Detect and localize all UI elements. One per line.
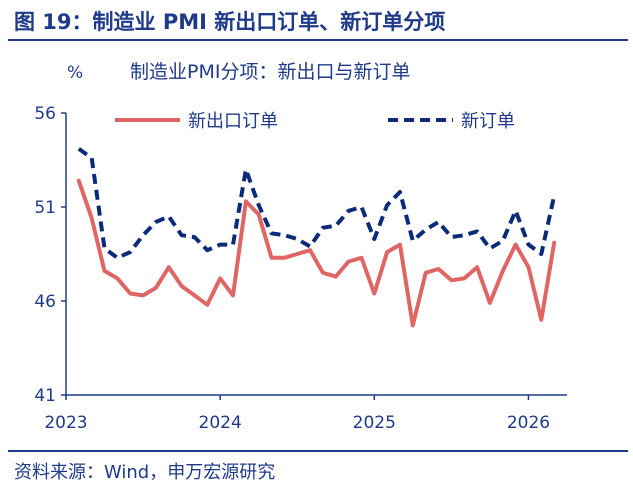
y-tick-label: 41 <box>34 386 56 406</box>
legend-label-export: 新出口订单 <box>188 111 278 132</box>
y-axis-label: % <box>67 63 83 83</box>
series-line-new-orders <box>77 147 557 260</box>
x-tick-label: 2026 <box>507 413 550 433</box>
legend-label-new: 新订单 <box>461 111 515 132</box>
y-tick-label: 51 <box>34 198 56 218</box>
chart-title: 制造业PMI分项：新出口与新订单 <box>130 61 410 83</box>
y-tick-label: 56 <box>34 104 56 124</box>
source-note: 资料来源：Wind，申万宏源研究 <box>14 462 276 483</box>
x-tick-label: 2024 <box>199 413 242 433</box>
title-divider <box>8 39 628 41</box>
x-tick-label: 2023 <box>44 413 87 433</box>
series-line-export-orders <box>76 178 557 328</box>
figure-title: 图 19：制造业 PMI 新出口订单、新订单分项 <box>14 10 446 34</box>
footer-divider <box>8 450 628 452</box>
y-tick-label: 46 <box>34 292 56 312</box>
x-tick-label: 2025 <box>353 413 396 433</box>
